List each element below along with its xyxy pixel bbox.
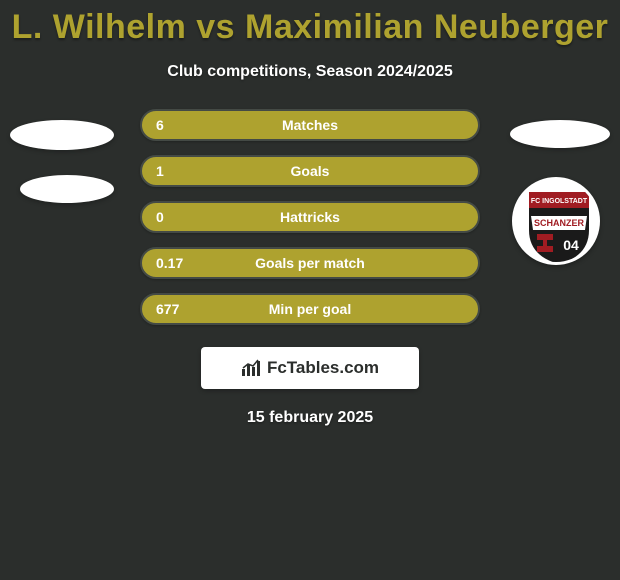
stat-row: 1 Goals bbox=[140, 155, 480, 187]
stat-label: Min per goal bbox=[142, 301, 478, 317]
crest-text-bot: 04 bbox=[563, 237, 579, 253]
brand-label: FcTables.com bbox=[241, 358, 379, 378]
player1-badge-1 bbox=[10, 120, 114, 150]
crest-text-mid: SCHANZER bbox=[534, 218, 585, 228]
date-label: 15 february 2025 bbox=[0, 409, 620, 427]
ellipse-icon bbox=[10, 120, 114, 150]
ellipse-icon bbox=[510, 120, 610, 148]
stat-left-value: 677 bbox=[156, 301, 179, 317]
stat-label: Hattricks bbox=[142, 209, 478, 225]
stat-left-value: 0.17 bbox=[156, 255, 183, 271]
stat-row: 0 Hattricks bbox=[140, 201, 480, 233]
stat-left-value: 0 bbox=[156, 209, 164, 225]
subtitle: Club competitions, Season 2024/2025 bbox=[0, 63, 620, 81]
brand-box: FcTables.com bbox=[201, 347, 419, 389]
stat-label: Goals bbox=[142, 163, 478, 179]
stat-row: 0.17 Goals per match bbox=[140, 247, 480, 279]
brand-text: FcTables.com bbox=[267, 358, 379, 378]
player1-badge-2 bbox=[20, 175, 114, 203]
comparison-card: L. Wilhelm vs Maximilian Neuberger Club … bbox=[0, 0, 620, 580]
stat-left-value: 1 bbox=[156, 163, 164, 179]
ellipse-icon bbox=[20, 175, 114, 203]
stat-label: Goals per match bbox=[142, 255, 478, 271]
club-crest-icon: FC INGOLSTADT SCHANZER 04 bbox=[512, 177, 600, 265]
bars-icon bbox=[241, 359, 263, 377]
stat-row: 677 Min per goal bbox=[140, 293, 480, 325]
stat-label: Matches bbox=[142, 117, 478, 133]
page-title: L. Wilhelm vs Maximilian Neuberger bbox=[0, 0, 620, 47]
player2-crest: FC INGOLSTADT SCHANZER 04 bbox=[512, 177, 600, 265]
player2-badge-1 bbox=[510, 120, 610, 148]
crest-text-top: FC INGOLSTADT bbox=[531, 198, 588, 205]
stat-left-value: 6 bbox=[156, 117, 164, 133]
stat-row: 6 Matches bbox=[140, 109, 480, 141]
